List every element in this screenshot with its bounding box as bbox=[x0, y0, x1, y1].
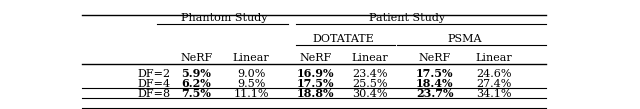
Text: 6.2%: 6.2% bbox=[182, 78, 211, 89]
Text: Patient Study: Patient Study bbox=[369, 13, 445, 23]
Text: Phantom Study: Phantom Study bbox=[180, 13, 267, 23]
Text: DF=8: DF=8 bbox=[137, 89, 170, 99]
Text: NeRF: NeRF bbox=[300, 53, 332, 63]
Text: 23.4%: 23.4% bbox=[353, 69, 388, 79]
Text: NeRF: NeRF bbox=[419, 53, 451, 63]
Text: 18.4%: 18.4% bbox=[416, 78, 453, 89]
Text: 11.1%: 11.1% bbox=[234, 89, 269, 99]
Text: 16.9%: 16.9% bbox=[297, 68, 334, 79]
Text: 24.6%: 24.6% bbox=[476, 69, 512, 79]
Text: Linear: Linear bbox=[476, 53, 513, 63]
Text: Linear: Linear bbox=[233, 53, 269, 63]
Text: Linear: Linear bbox=[352, 53, 388, 63]
Text: 18.8%: 18.8% bbox=[297, 88, 334, 99]
Text: 27.4%: 27.4% bbox=[476, 79, 512, 89]
Text: DF=2: DF=2 bbox=[137, 69, 170, 79]
Text: 9.0%: 9.0% bbox=[237, 69, 266, 79]
Text: 17.5%: 17.5% bbox=[416, 68, 453, 79]
Text: 23.7%: 23.7% bbox=[416, 88, 453, 99]
Text: NeRF: NeRF bbox=[180, 53, 212, 63]
Text: PSMA: PSMA bbox=[447, 34, 482, 44]
Text: 9.5%: 9.5% bbox=[237, 79, 266, 89]
Text: 17.5%: 17.5% bbox=[297, 78, 334, 89]
Text: 34.1%: 34.1% bbox=[476, 89, 512, 99]
Text: DF=4: DF=4 bbox=[137, 79, 170, 89]
Text: 5.9%: 5.9% bbox=[182, 68, 211, 79]
Text: 25.5%: 25.5% bbox=[353, 79, 388, 89]
Text: DOTATATE: DOTATATE bbox=[312, 34, 374, 44]
Text: 7.5%: 7.5% bbox=[182, 88, 211, 99]
Text: 30.4%: 30.4% bbox=[353, 89, 388, 99]
